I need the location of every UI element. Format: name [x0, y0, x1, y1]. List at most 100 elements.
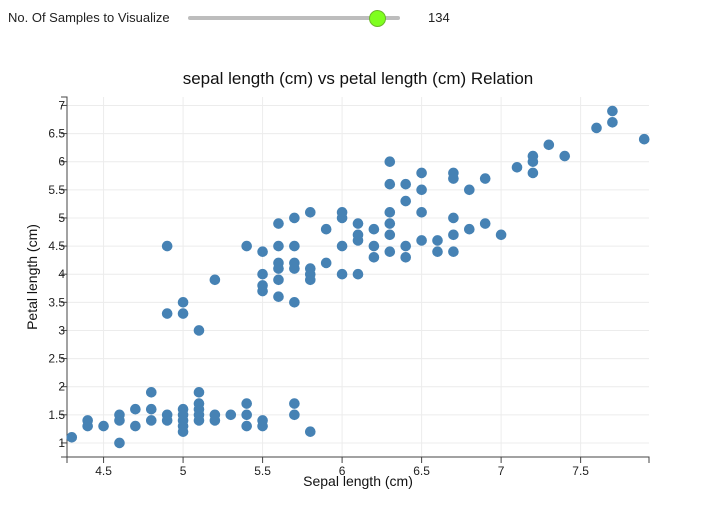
x-axis-line — [66, 456, 650, 463]
y-tick-label: 5.5 — [48, 183, 65, 197]
data-point — [289, 240, 300, 252]
data-point — [114, 437, 125, 449]
data-point — [320, 223, 332, 235]
data-point — [464, 184, 475, 196]
data-point — [432, 235, 443, 246]
data-point — [241, 409, 252, 421]
y-tick-label: 4 — [58, 267, 65, 281]
y-tick-label: 3.5 — [48, 295, 65, 309]
data-point — [177, 297, 189, 308]
x-tick-label: 6 — [339, 464, 346, 478]
data-points — [66, 105, 650, 449]
data-point — [527, 156, 539, 167]
y-tick-label: 4.5 — [48, 239, 65, 253]
data-point — [448, 229, 459, 241]
data-point — [304, 274, 316, 286]
y-tick-label: 6.5 — [48, 127, 65, 141]
data-point — [209, 415, 221, 426]
data-point — [289, 398, 300, 409]
x-tick-label: 4.5 — [95, 464, 112, 478]
data-point — [400, 240, 412, 252]
data-point — [130, 403, 141, 415]
data-point — [66, 432, 78, 443]
data-point — [368, 240, 380, 252]
x-tick-label: 5.5 — [254, 464, 271, 478]
data-point — [177, 426, 189, 437]
y-axis-title: Petal length (cm) — [24, 224, 40, 330]
data-point — [145, 415, 157, 426]
data-point — [98, 420, 109, 432]
y-tick-label: 7 — [58, 98, 65, 112]
y-tick-label: 6 — [58, 155, 65, 169]
data-point — [368, 252, 380, 263]
data-point — [368, 223, 380, 235]
y-tick-label: 1 — [58, 436, 65, 450]
data-point — [273, 274, 284, 286]
samples-control: No. Of Samples to Visualize 134 — [8, 8, 688, 28]
data-point — [177, 308, 189, 319]
data-point — [145, 403, 157, 415]
data-point — [479, 218, 491, 229]
data-point — [273, 291, 284, 302]
samples-value: 134 — [428, 10, 450, 25]
data-point — [304, 426, 316, 437]
y-tick-label: 5 — [58, 211, 65, 225]
data-point — [400, 178, 412, 190]
x-tick-label: 5 — [180, 464, 187, 478]
data-point — [161, 415, 173, 426]
data-point — [448, 246, 459, 257]
data-point — [607, 117, 618, 128]
data-point — [273, 263, 284, 274]
data-point — [448, 212, 459, 224]
data-point — [384, 178, 396, 190]
x-axis-title: Sepal length (cm) — [303, 473, 413, 489]
data-point — [591, 122, 602, 134]
data-point — [289, 297, 300, 308]
data-point — [495, 229, 507, 241]
data-point — [479, 173, 491, 184]
data-point — [193, 387, 205, 398]
slider-thumb[interactable] — [369, 10, 387, 27]
y-tick-label: 3 — [58, 323, 65, 337]
data-point — [130, 420, 141, 432]
data-point — [82, 420, 93, 432]
data-point — [384, 218, 396, 229]
data-point — [384, 156, 396, 167]
data-point — [161, 240, 173, 252]
data-point — [289, 263, 300, 274]
data-point — [225, 409, 237, 421]
data-point — [257, 246, 268, 257]
data-point — [607, 105, 618, 117]
data-point — [527, 167, 539, 179]
data-point — [289, 409, 300, 421]
data-point — [464, 223, 475, 235]
data-point — [511, 162, 523, 173]
data-point — [638, 133, 650, 145]
data-point — [193, 325, 205, 336]
data-point — [559, 150, 571, 162]
grid — [67, 97, 649, 457]
chart-title: sepal length (cm) vs petal length (cm) R… — [183, 69, 534, 88]
data-point — [241, 398, 252, 409]
slider-track[interactable] — [188, 16, 400, 20]
y-tick-label: 2.5 — [48, 352, 65, 366]
data-point — [336, 212, 348, 224]
samples-slider[interactable] — [188, 10, 400, 27]
data-point — [432, 246, 443, 257]
x-tick-label: 7.5 — [572, 464, 589, 478]
samples-label: No. Of Samples to Visualize — [8, 10, 170, 25]
x-tick-label: 6.5 — [413, 464, 430, 478]
data-point — [241, 420, 252, 432]
data-point — [448, 173, 459, 184]
data-point — [257, 268, 268, 280]
data-point — [352, 218, 364, 229]
x-tick-label: 7 — [498, 464, 505, 478]
data-point — [145, 387, 157, 398]
data-point — [320, 257, 332, 269]
data-point — [400, 252, 412, 263]
data-point — [209, 274, 221, 286]
data-point — [416, 235, 427, 246]
data-point — [241, 240, 252, 252]
data-point — [161, 308, 173, 319]
